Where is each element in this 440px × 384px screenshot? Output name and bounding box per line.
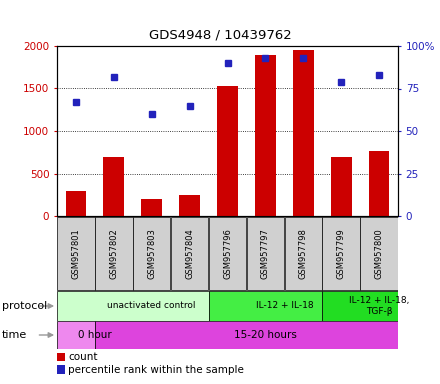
Text: GSM957804: GSM957804 bbox=[185, 228, 194, 279]
Bar bbox=[95, 217, 132, 290]
Bar bbox=[217, 86, 238, 216]
Bar bbox=[247, 217, 284, 290]
Text: GSM957803: GSM957803 bbox=[147, 228, 156, 279]
Bar bbox=[141, 199, 162, 216]
Bar bbox=[57, 291, 209, 321]
Bar bbox=[171, 217, 209, 290]
Bar bbox=[66, 190, 86, 216]
Text: unactivated control: unactivated control bbox=[107, 301, 196, 311]
Text: 0 hour: 0 hour bbox=[78, 330, 112, 340]
Bar bbox=[331, 157, 352, 216]
Bar bbox=[255, 55, 276, 216]
Bar bbox=[322, 291, 398, 321]
Text: GSM957801: GSM957801 bbox=[71, 228, 81, 279]
Bar bbox=[179, 195, 200, 216]
Bar bbox=[57, 321, 95, 349]
Bar bbox=[57, 217, 95, 290]
Text: protocol: protocol bbox=[2, 301, 47, 311]
Bar bbox=[209, 291, 322, 321]
Text: GSM957800: GSM957800 bbox=[374, 228, 384, 279]
Bar bbox=[369, 151, 389, 216]
Text: GSM957802: GSM957802 bbox=[109, 228, 118, 279]
Text: GSM957797: GSM957797 bbox=[261, 228, 270, 279]
Text: GSM957799: GSM957799 bbox=[337, 228, 346, 279]
Text: count: count bbox=[68, 353, 98, 362]
Bar bbox=[323, 217, 360, 290]
Text: percentile rank within the sample: percentile rank within the sample bbox=[68, 365, 244, 375]
Text: IL-12 + IL-18: IL-12 + IL-18 bbox=[256, 301, 313, 311]
Text: GDS4948 / 10439762: GDS4948 / 10439762 bbox=[149, 28, 291, 41]
Text: 15-20 hours: 15-20 hours bbox=[234, 330, 297, 340]
Bar bbox=[95, 321, 398, 349]
Text: GSM957798: GSM957798 bbox=[299, 228, 308, 279]
Bar bbox=[293, 50, 314, 216]
Bar bbox=[360, 217, 398, 290]
Text: GSM957796: GSM957796 bbox=[223, 228, 232, 279]
Bar bbox=[103, 157, 124, 216]
Bar bbox=[209, 217, 246, 290]
Text: time: time bbox=[2, 330, 27, 340]
Bar bbox=[133, 217, 170, 290]
Bar bbox=[285, 217, 322, 290]
Text: IL-12 + IL-18,
TGF-β: IL-12 + IL-18, TGF-β bbox=[349, 296, 409, 316]
